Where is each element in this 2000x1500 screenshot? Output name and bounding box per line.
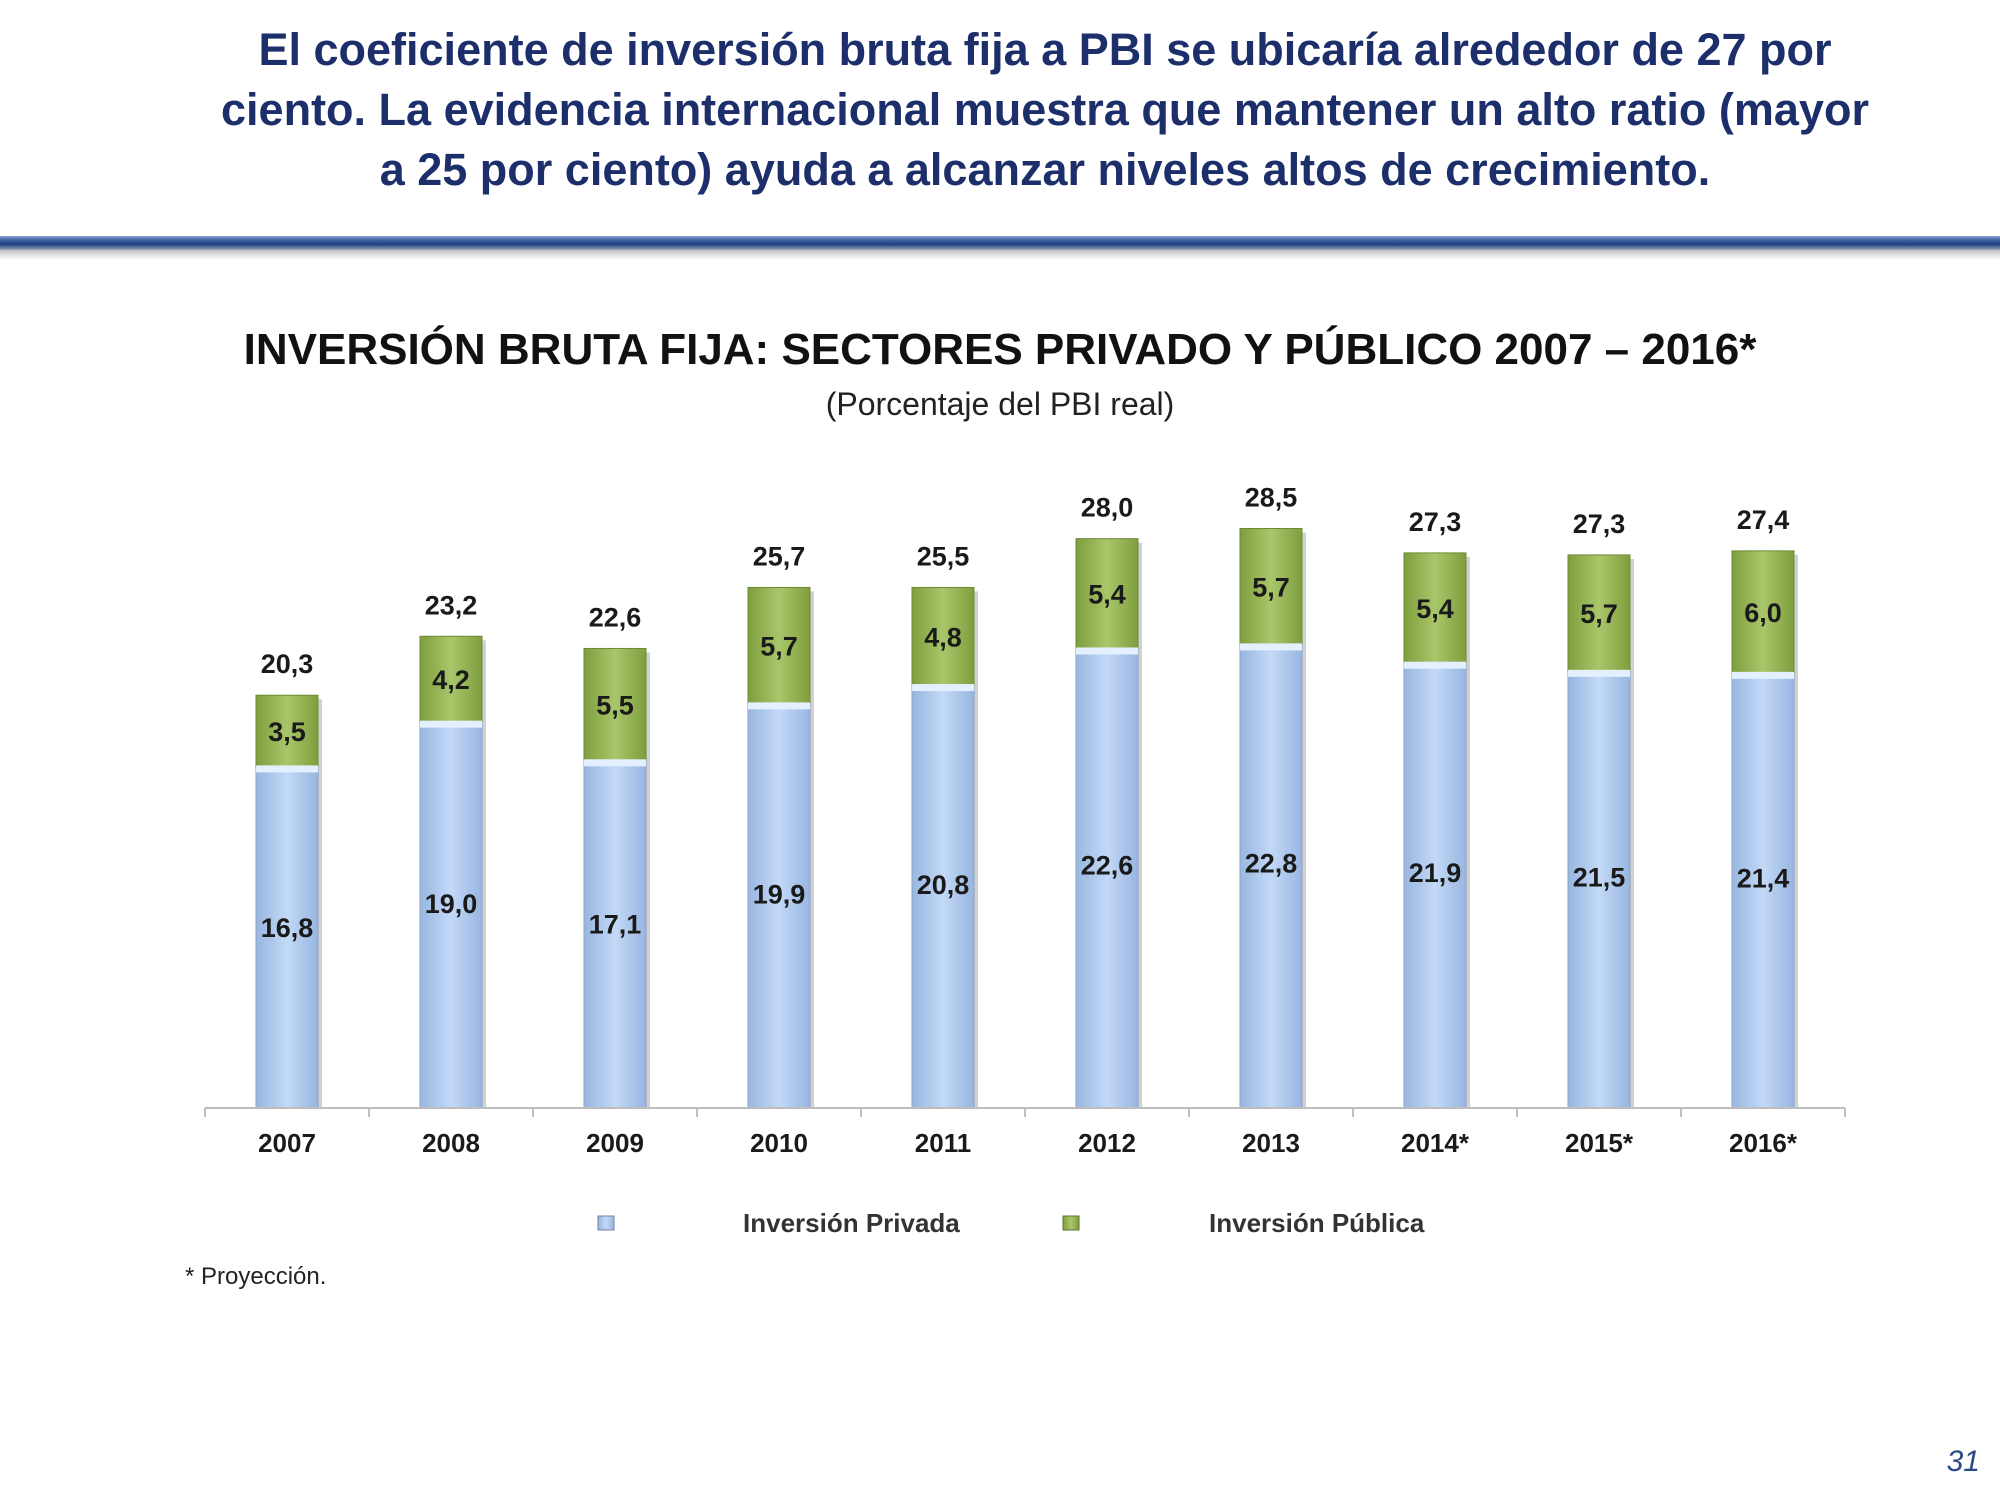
private-value-label: 17,1 bbox=[589, 910, 642, 940]
bar-segment-public bbox=[747, 586, 811, 704]
bar-segment-private bbox=[1567, 670, 1631, 1109]
x-tick-label: 2015* bbox=[1565, 1128, 1634, 1158]
bar-bevel bbox=[1404, 661, 1466, 669]
total-value-label: 28,5 bbox=[1245, 483, 1298, 513]
private-value-label: 16,8 bbox=[261, 913, 314, 943]
x-tick-label: 2011 bbox=[915, 1128, 971, 1158]
bar-segment-public bbox=[1075, 538, 1139, 649]
private-value-label: 22,6 bbox=[1081, 850, 1134, 880]
bar-segment-public bbox=[1731, 550, 1795, 674]
bar-segment-private bbox=[255, 765, 319, 1109]
bar-segment-public bbox=[1239, 528, 1303, 645]
slide-headline: El coeficiente de inversión bruta fija a… bbox=[120, 20, 1970, 200]
bar-bevel bbox=[584, 759, 646, 767]
bar-segment-private bbox=[1403, 662, 1467, 1109]
public-value-label: 5,4 bbox=[1088, 580, 1126, 610]
x-tick-label: 2012 bbox=[1078, 1128, 1136, 1158]
total-value-label: 27,3 bbox=[1573, 509, 1626, 539]
bar-segment-public bbox=[1567, 554, 1631, 672]
public-value-label: 5,5 bbox=[596, 690, 634, 720]
stacked-bar-chart: 16,8 3,5 20,3 2007 19,0 4,2 23,2 2008 17,1 5,5 22,… bbox=[204, 483, 1846, 1238]
bar-segment-public bbox=[911, 586, 975, 686]
private-value-label: 19,0 bbox=[425, 889, 478, 919]
bar-segment-public bbox=[419, 635, 483, 723]
total-value-label: 25,5 bbox=[917, 541, 970, 571]
bar-bevel bbox=[420, 720, 482, 728]
page-number: 31 bbox=[1946, 1445, 1980, 1478]
bar-bevel bbox=[912, 684, 974, 692]
x-tick-label: 2010 bbox=[750, 1128, 808, 1158]
bar-bevel bbox=[748, 702, 810, 710]
bar-bevel bbox=[1732, 671, 1794, 679]
headline-line: ciento. La evidencia internacional muest… bbox=[221, 84, 1869, 135]
bar-segment-private bbox=[583, 759, 647, 1109]
legend-public-label: Inversión Pública bbox=[1209, 1208, 1425, 1238]
x-tick-label: 2009 bbox=[586, 1128, 644, 1158]
bar-segment-public bbox=[255, 694, 319, 767]
public-value-label: 5,7 bbox=[760, 631, 798, 661]
private-value-label: 21,9 bbox=[1409, 858, 1462, 888]
public-value-label: 5,4 bbox=[1416, 594, 1454, 624]
total-value-label: 28,0 bbox=[1081, 493, 1134, 523]
footnote: * Proyección. bbox=[185, 1263, 327, 1290]
total-value-label: 20,3 bbox=[261, 649, 314, 679]
chart-subtitle: (Porcentaje del PBI real) bbox=[825, 386, 1175, 422]
x-tick-label: 2016* bbox=[1729, 1128, 1798, 1158]
header-divider-shadow bbox=[0, 250, 2000, 260]
public-value-label: 6,0 bbox=[1744, 598, 1782, 628]
public-value-label: 4,2 bbox=[432, 665, 470, 695]
legend-public-swatch bbox=[1062, 1215, 1080, 1231]
public-value-label: 5,7 bbox=[1252, 572, 1290, 602]
x-tick-label: 2007 bbox=[258, 1128, 316, 1158]
private-value-label: 19,9 bbox=[753, 880, 806, 910]
private-value-label: 22,8 bbox=[1245, 848, 1298, 878]
bar-segment-public bbox=[1403, 552, 1467, 664]
public-value-label: 5,7 bbox=[1580, 599, 1618, 629]
public-value-label: 3,5 bbox=[268, 717, 306, 747]
bar-segment-private bbox=[1075, 647, 1139, 1109]
total-value-label: 27,4 bbox=[1737, 505, 1790, 535]
bar-segment-private bbox=[419, 721, 483, 1109]
total-value-label: 23,2 bbox=[425, 590, 478, 620]
bar-bevel bbox=[1568, 669, 1630, 677]
bar-segment-private bbox=[911, 684, 975, 1109]
legend-private-swatch bbox=[597, 1215, 615, 1231]
bar-bevel bbox=[256, 765, 318, 773]
header-divider bbox=[0, 236, 2000, 250]
x-tick-label: 2008 bbox=[422, 1128, 480, 1158]
total-value-label: 27,3 bbox=[1409, 507, 1462, 537]
private-value-label: 21,5 bbox=[1573, 862, 1626, 892]
bar-bevel bbox=[1240, 643, 1302, 651]
private-value-label: 21,4 bbox=[1737, 863, 1790, 893]
headline-line: a 25 por ciento) ayuda a alcanzar nivele… bbox=[379, 144, 1711, 195]
total-value-label: 22,6 bbox=[589, 602, 642, 632]
total-value-label: 25,7 bbox=[753, 541, 806, 571]
bar-bevel bbox=[1076, 647, 1138, 655]
legend-private-label: Inversión Privada bbox=[743, 1208, 960, 1238]
headline-line: El coeficiente de inversión bruta fija a… bbox=[258, 24, 1832, 75]
bar-segment-private bbox=[1239, 643, 1303, 1109]
chart-title: INVERSIÓN BRUTA FIJA: SECTORES PRIVADO Y… bbox=[243, 325, 1757, 374]
bar-segment-public bbox=[583, 647, 647, 761]
bar-segment-private bbox=[747, 702, 811, 1109]
x-tick-label: 2014* bbox=[1401, 1128, 1470, 1158]
public-value-label: 4,8 bbox=[924, 622, 962, 652]
x-tick-label: 2013 bbox=[1242, 1128, 1300, 1158]
private-value-label: 20,8 bbox=[917, 870, 970, 900]
